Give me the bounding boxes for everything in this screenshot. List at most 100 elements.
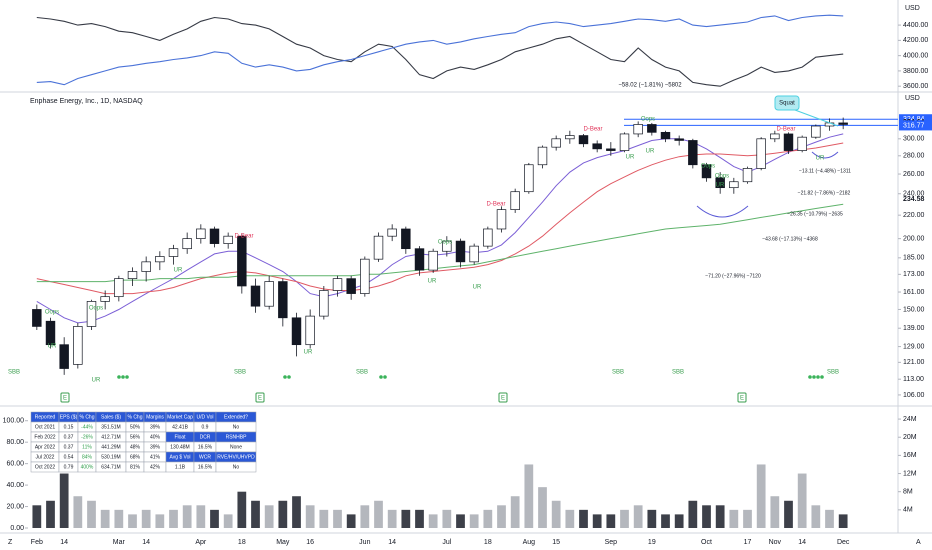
unit-label: USD <box>905 95 920 102</box>
y-tick-label: 185.00 <box>903 255 925 262</box>
candle-body <box>688 140 698 166</box>
volume-bar <box>387 509 397 528</box>
annotation: −26.35 (−10.79%) −2635 <box>787 211 843 217</box>
annotation: SBB <box>612 370 624 376</box>
toolbar-button[interactable]: A <box>916 539 921 546</box>
annotation: UR <box>816 156 825 162</box>
annotation: −43.68 (−17.13%) −4368 <box>762 236 818 242</box>
y-tick-label: 129.00 <box>903 343 925 350</box>
candle-body <box>278 281 288 319</box>
candle-body <box>442 240 452 252</box>
table-text: Avg $ Vol <box>169 454 190 460</box>
y2-tick-label: 80.00 <box>6 439 24 446</box>
candle-body <box>182 238 192 250</box>
volume-bar <box>743 509 752 528</box>
candle-body <box>715 177 725 189</box>
volume-bar <box>46 500 55 528</box>
y-tick-label: 8M <box>903 489 913 496</box>
fundamentals-table: Reported EPS ($)% Chg Sales ($)% Chg Margin… <box>30 411 257 473</box>
x-tick-label: 14 <box>388 539 396 546</box>
table-text: 42% <box>150 464 161 470</box>
table-text: 130.48M <box>170 444 189 450</box>
volume-bar <box>128 514 137 528</box>
annotation: SBB <box>827 370 839 376</box>
candle-body <box>305 315 315 346</box>
y2-tick-label: 0.00 <box>10 525 24 532</box>
x-tick-label: 14 <box>798 539 806 546</box>
volume-bar <box>428 514 438 528</box>
candle-body <box>45 320 56 346</box>
candle-body <box>647 124 657 133</box>
volume-bar <box>524 464 534 528</box>
series-line <box>36 14 844 86</box>
candle-body <box>250 285 261 307</box>
x-tick-label: Mar <box>113 539 126 546</box>
volume-bar <box>483 509 493 528</box>
annotation: −71.20 (−27.96%) −7120 <box>705 273 761 279</box>
x-tick-label: Apr <box>195 539 207 546</box>
table-text: 0.79 <box>64 464 74 470</box>
volume-bar <box>360 505 370 528</box>
toolbar-button[interactable]: Z <box>8 539 13 546</box>
table-text: 11% <box>82 444 92 450</box>
annotation: Oops <box>89 306 103 312</box>
table-text: Reported <box>35 414 56 420</box>
table-text: Sales ($) <box>101 414 121 420</box>
earnings-label: E <box>63 396 67 402</box>
annotation: D-Bear <box>583 127 602 133</box>
volume-bar <box>565 509 575 528</box>
table-text: -26% <box>81 434 93 440</box>
pattern-arc <box>696 205 749 218</box>
table-text: 42.41B <box>172 424 189 430</box>
y-tick-label: 20M <box>903 434 917 441</box>
annotation: −21.82 (−7.86%) −2182 <box>798 190 851 196</box>
volume-bar <box>661 514 670 528</box>
y-tick-label: 240.00 <box>903 191 925 198</box>
table-text: Oct 2022 <box>35 464 56 470</box>
table-text: 530.19M <box>101 454 120 460</box>
x-tick-label: Aug <box>523 539 536 546</box>
annotation: Oops <box>715 174 729 180</box>
volume-bar <box>32 505 42 528</box>
x-tick-label: 14 <box>142 539 150 546</box>
callout-pointer <box>794 109 839 127</box>
candle-body <box>701 164 712 179</box>
x-tick-label: 16 <box>306 539 314 546</box>
annotation: SBB <box>356 370 368 376</box>
annotation: UR <box>716 183 725 189</box>
y-tick-label: 300.00 <box>903 136 925 143</box>
candle-body <box>127 271 138 279</box>
candle-body <box>811 125 821 138</box>
callout-bubble <box>774 95 800 111</box>
price-label: 234.58 <box>903 196 925 203</box>
table-text: Float <box>174 434 186 440</box>
volume-bar <box>169 509 178 528</box>
volume-bar <box>237 491 247 528</box>
volume-bar <box>333 509 342 528</box>
candle-body <box>237 235 247 287</box>
table-text: WCR <box>199 454 211 460</box>
candle-body <box>770 133 780 140</box>
signal-dots <box>117 375 824 379</box>
candle-body <box>168 248 179 257</box>
volume-bar <box>579 509 588 528</box>
table-text: 16.5% <box>198 464 213 470</box>
earnings-label: E <box>501 396 505 402</box>
x-tick-label: 19 <box>648 539 656 546</box>
volume-bar <box>797 473 807 528</box>
x-tick-label: Oct <box>701 539 712 546</box>
y2-tick-label: 20.00 <box>6 503 24 510</box>
price-label: 324.84 <box>903 116 925 123</box>
table-text: Apr 2022 <box>35 444 56 450</box>
table-text: 0.37 <box>64 434 74 440</box>
volume-bar <box>415 509 424 528</box>
y-tick-label: 4M <box>903 507 913 514</box>
candle-body <box>483 228 493 247</box>
annotation: SBB <box>672 370 684 376</box>
y-tick-label: 12M <box>903 470 917 477</box>
y-tick-label: 4200.00 <box>903 37 928 44</box>
candle-body <box>510 191 520 210</box>
volume-bar <box>264 505 274 528</box>
candle-body <box>86 301 97 327</box>
volume-bar <box>811 505 821 528</box>
